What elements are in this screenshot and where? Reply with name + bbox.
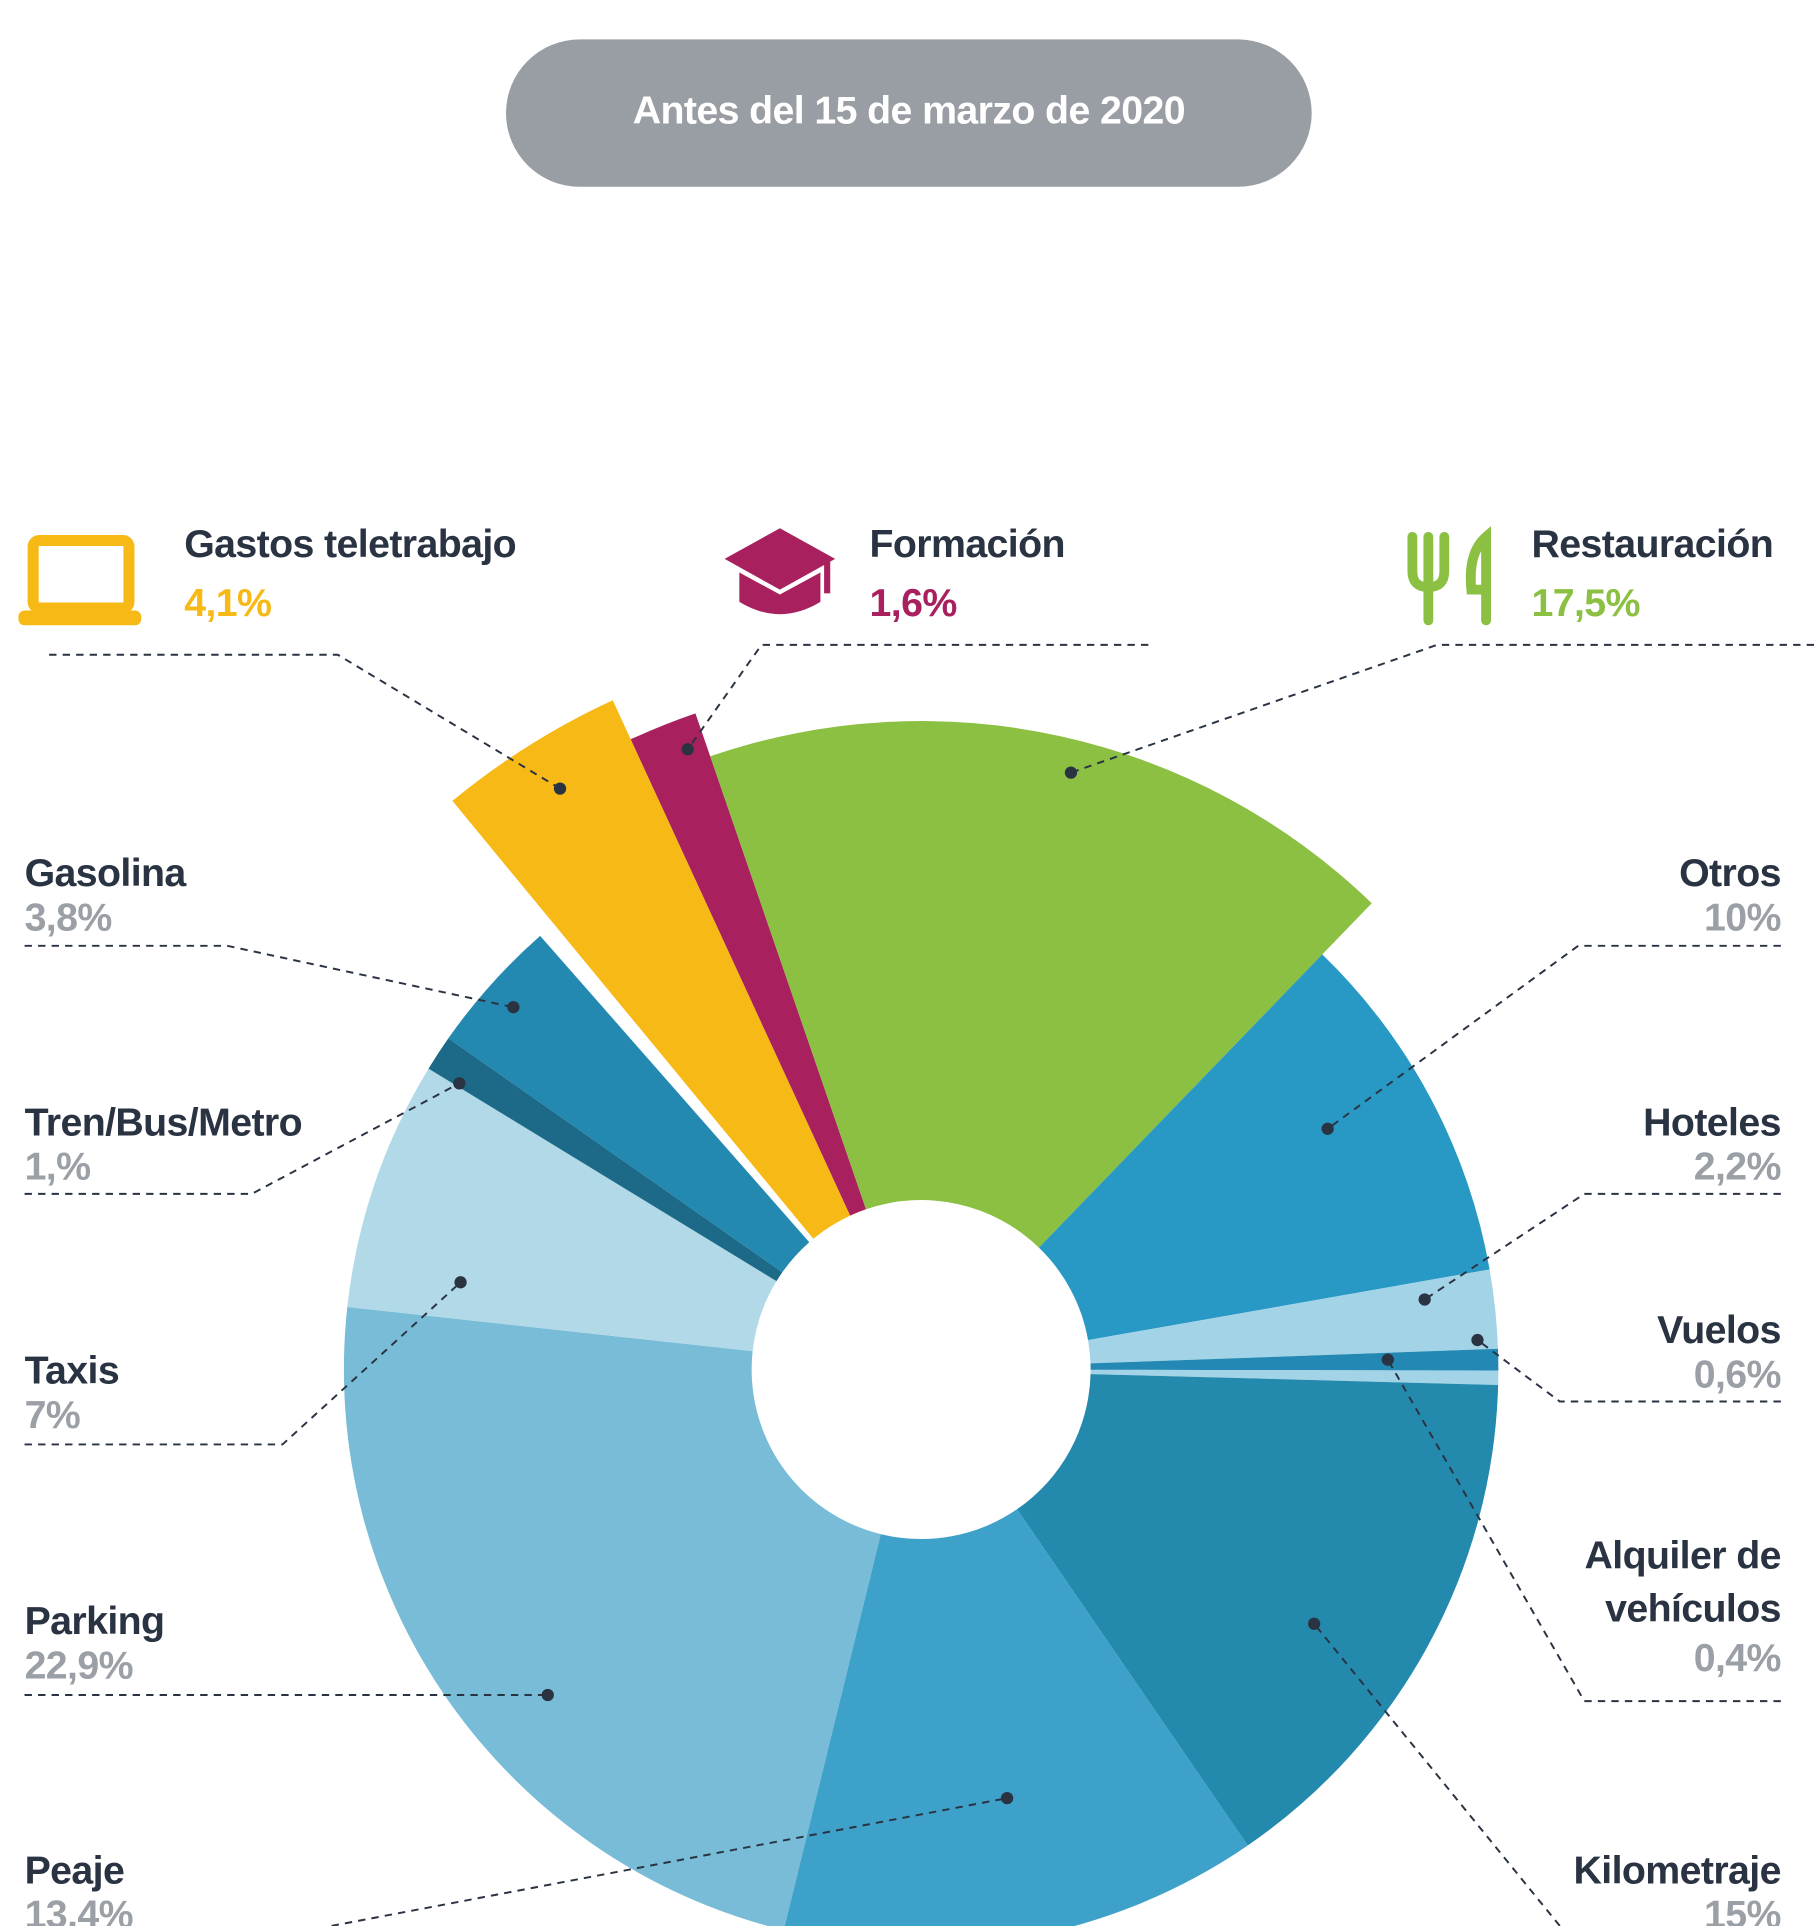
category-label: Gastos teletrabajo	[184, 522, 516, 566]
slices	[343, 700, 1499, 1926]
category-label: Parking	[25, 1599, 165, 1643]
slice	[448, 935, 810, 1273]
value-label: 1,6%	[870, 581, 957, 625]
leader-dot	[1321, 1122, 1334, 1135]
category-label: Peaje	[25, 1848, 125, 1892]
leader-line	[1476, 1339, 1781, 1403]
leader-dot	[507, 1001, 520, 1014]
slice	[1017, 1374, 1499, 1846]
value-label: 17,5%	[1532, 581, 1640, 625]
value-label: 1,%	[25, 1145, 91, 1189]
category-label: Kilometraje	[1574, 1848, 1781, 1892]
leader-line	[1313, 1623, 1561, 1926]
leader-dot	[454, 1276, 467, 1289]
leader-dot	[541, 1688, 554, 1702]
category-label: Gasolina	[25, 851, 188, 895]
slice	[343, 1306, 881, 1926]
slice	[428, 1038, 783, 1282]
leader-line	[1386, 1359, 1781, 1703]
leader-line	[1327, 944, 1781, 1130]
value-label: 22,9%	[25, 1643, 133, 1687]
leader-line	[24, 1281, 462, 1446]
leader-dot	[681, 743, 694, 756]
value-label: 3,8%	[25, 895, 112, 939]
value-label: 10%	[1704, 895, 1781, 939]
leader-dot	[1471, 1333, 1484, 1347]
leader-dot	[553, 782, 567, 795]
category-label: Restauración	[1532, 522, 1774, 566]
category-label: Vuelos	[1657, 1308, 1781, 1352]
value-label: 0,6%	[1694, 1352, 1781, 1396]
cutlery-icon	[1407, 526, 1491, 626]
slice	[784, 1509, 1248, 1926]
leader-line	[1070, 643, 1814, 774]
leader-line	[1424, 1192, 1781, 1301]
value-label: 4,1%	[184, 581, 271, 625]
leader-line	[24, 944, 514, 1009]
category-label: Formación	[870, 522, 1065, 566]
category-label: Taxis	[25, 1349, 120, 1393]
laptop-icon	[18, 534, 142, 626]
slice	[1090, 1348, 1499, 1371]
category-label: Tren/Bus/Metro	[25, 1100, 302, 1144]
cap-icon	[724, 528, 836, 615]
slice	[630, 713, 867, 1216]
category-label: Otros	[1679, 851, 1781, 895]
chart-title: Antes del 15 de marzo de 2020	[633, 88, 1185, 132]
slice	[452, 700, 851, 1239]
leader-line	[331, 1797, 1008, 1926]
leader-dot	[1000, 1792, 1014, 1805]
value-label: 0,4%	[1694, 1636, 1781, 1680]
category-label: Hoteles	[1643, 1100, 1781, 1144]
leader-line	[686, 643, 1149, 750]
labels: Gastos teletrabajo 4,1% Formación 1,6% Resta…	[24, 522, 1814, 1926]
leader-line	[24, 1082, 460, 1195]
leader-line	[49, 653, 561, 790]
title-pill	[506, 39, 1312, 187]
value-label: 7%	[25, 1393, 81, 1437]
leader-dot	[453, 1077, 466, 1090]
leader-dot	[1064, 766, 1078, 779]
value-label: 15%	[1704, 1893, 1781, 1926]
category-label: Alquiler de vehículos	[1584, 1532, 1781, 1630]
slice	[710, 721, 1372, 1248]
slice	[347, 1068, 777, 1352]
leader-dot	[1381, 1353, 1394, 1366]
slice	[1038, 954, 1490, 1341]
value-label: 13,4%	[25, 1893, 133, 1926]
category-label: Alquiler de vehículos	[1584, 1532, 1781, 1630]
leader-dot	[1418, 1293, 1431, 1306]
value-label: 2,2%	[1694, 1145, 1781, 1189]
leader-dot	[1307, 1617, 1321, 1630]
slice	[1088, 1269, 1498, 1364]
